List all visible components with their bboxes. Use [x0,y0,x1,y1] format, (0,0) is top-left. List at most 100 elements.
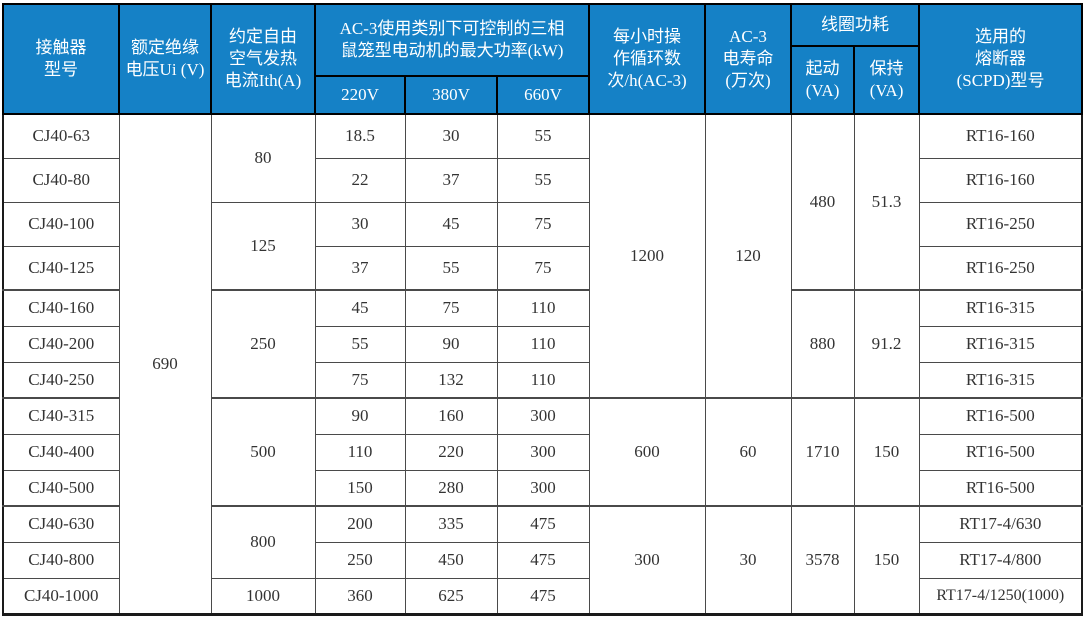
table-row: CJ40-315 500 90 160 300 600 60 1710 150 … [2,397,1083,507]
table-row: CJ40-63 690 80 18.5 30 55 1200 120 480 5… [2,113,1083,615]
cell-p380: 45 [404,201,498,247]
cell-fuse: RT16-315 [918,289,1083,327]
cell-coil-hold: 51.3 [853,113,920,291]
cell-fuse: RT16-250 [918,201,1083,247]
cell-p380: 280 [404,469,498,507]
cell-p220: 45 [314,289,406,327]
table-body: CJ40-63 690 80 18.5 30 55 1200 120 480 5… [2,113,1083,615]
table-row: CJ40-200 55 90 110 RT16-315 [2,325,1083,363]
cell-ith: 1000 [210,577,316,615]
table-row: CJ40-500 150 280 300 RT16-500 [2,469,1083,507]
cell-p220: 30 [314,201,406,247]
header-fuse: 选用的 熔断器 (SCPD)型号 [918,3,1084,115]
cell-ith: 800 [210,505,316,579]
cell-model: CJ40-250 [2,361,120,399]
cell-p220: 90 [314,397,406,435]
cell-p660: 110 [496,325,590,363]
table-row: CJ40-100 125 30 45 75 RT16-250 [2,201,1083,291]
table-row: CJ40-250 75 132 110 RT16-315 [2,361,1083,399]
header-life: AC-3 电寿命 (万次) [704,3,793,115]
table-row: CJ40-800 250 450 475 RT17-4/800 [2,541,1083,579]
table-row: CJ40-1000 1000 360 625 475 RT17-4/1250(1… [2,577,1083,615]
cell-fuse: RT16-315 [918,361,1083,399]
cell-coil-start: 1710 [790,397,855,507]
cell-p220: 55 [314,325,406,363]
cell-p660: 300 [496,469,590,507]
cell-model: CJ40-1000 [2,577,120,615]
cell-p220: 18.5 [314,113,406,159]
cell-p380: 90 [404,325,498,363]
cell-model: CJ40-63 [2,113,120,159]
cell-coil-hold: 91.2 [853,289,920,399]
cell-p660: 475 [496,541,590,579]
header-rated-voltage: 额定绝缘 电压Ui (V) [118,3,212,115]
cell-p660: 300 [496,397,590,435]
cell-life: 120 [704,113,792,399]
cell-fuse: RT16-500 [918,397,1083,435]
header-coil-start: 起动 (VA) [790,45,856,115]
cell-model: CJ40-315 [2,397,120,435]
cell-coil-start: 880 [790,289,855,399]
cell-p660: 300 [496,433,590,471]
cell-model: CJ40-400 [2,433,120,471]
header-power-group: AC-3使用类别下可控制的三相 鼠笼型电动机的最大功率(kW) [313,3,591,77]
cell-p380: 75 [404,289,498,327]
header-220v: 220V [314,75,406,115]
header-model: 接触器 型号 [2,3,120,115]
cell-fuse: RT17-4/1250(1000) [918,577,1083,615]
cell-model: CJ40-80 [2,157,120,203]
cell-p220: 360 [314,577,406,615]
cell-p220: 150 [314,469,406,507]
cell-coil-hold: 150 [853,397,920,507]
cell-model: CJ40-160 [2,289,120,327]
cell-fuse: RT16-250 [918,245,1083,291]
cell-p660: 75 [496,201,590,247]
cell-p380: 55 [404,245,498,291]
contactor-spec-table: 接触器 型号 额定绝缘 电压Ui (V) 约定自由 空气发热 电流Ith(A) … [2,3,1084,616]
cell-cycles: 300 [588,505,706,615]
cell-p380: 37 [404,157,498,203]
cell-fuse: RT16-160 [918,113,1083,159]
cell-p220: 22 [314,157,406,203]
cell-p220: 75 [314,361,406,399]
cell-model: CJ40-125 [2,245,120,291]
cell-insulation-voltage: 690 [118,113,212,615]
table-row: CJ40-630 800 200 335 475 300 30 3578 150… [2,505,1083,615]
cell-fuse: RT17-4/630 [918,505,1083,543]
cell-life: 30 [704,505,792,615]
cell-p380: 132 [404,361,498,399]
cell-p220: 37 [314,245,406,291]
cell-fuse: RT16-500 [918,433,1083,471]
cell-ith: 250 [210,289,316,399]
cell-p380: 220 [404,433,498,471]
header-380v: 380V [404,75,498,115]
cell-cycles: 1200 [588,113,706,399]
cell-coil-start: 480 [790,113,855,291]
cell-model: CJ40-630 [2,505,120,543]
cell-p380: 30 [404,113,498,159]
table-row: CJ40-125 37 55 75 RT16-250 [2,245,1083,291]
table-row: CJ40-400 110 220 300 RT16-500 [2,433,1083,471]
cell-p660: 75 [496,245,590,291]
cell-fuse: RT16-500 [918,469,1083,507]
cell-model: CJ40-500 [2,469,120,507]
cell-p220: 110 [314,433,406,471]
cell-p220: 200 [314,505,406,543]
cell-fuse: RT16-160 [918,157,1083,203]
cell-p380: 625 [404,577,498,615]
cell-p660: 475 [496,505,590,543]
cell-coil-start: 3578 [790,505,855,615]
header-coil-hold: 保持 (VA) [853,45,921,115]
cell-ith: 125 [210,201,316,291]
cell-p380: 450 [404,541,498,579]
cell-p380: 335 [404,505,498,543]
table-row: CJ40-160 250 45 75 110 880 91.2 RT16-315 [2,289,1083,399]
cell-fuse: RT16-315 [918,325,1083,363]
cell-p660: 475 [496,577,590,615]
cell-p380: 160 [404,397,498,435]
cell-coil-hold: 150 [853,505,920,615]
cell-ith: 80 [210,113,316,203]
table-row: CJ40-80 22 37 55 RT16-160 [2,157,1083,203]
header-ith: 约定自由 空气发热 电流Ith(A) [210,3,316,115]
